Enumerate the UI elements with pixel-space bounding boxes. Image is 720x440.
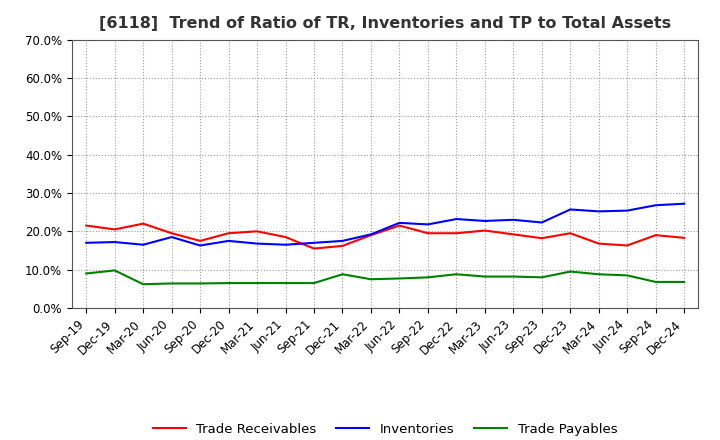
Inventories — [110, 239, 119, 245]
Line: Inventories: Inventories — [86, 204, 684, 246]
Trade Receivables — [595, 241, 603, 246]
Inventories — [452, 216, 461, 222]
Inventories — [366, 232, 375, 237]
Trade Receivables — [566, 231, 575, 236]
Trade Payables — [480, 274, 489, 279]
Trade Receivables — [366, 232, 375, 238]
Trade Receivables — [139, 221, 148, 226]
Inventories — [509, 217, 518, 223]
Legend: Trade Receivables, Inventories, Trade Payables: Trade Receivables, Inventories, Trade Pa… — [148, 418, 623, 440]
Trade Payables — [82, 271, 91, 276]
Inventories — [139, 242, 148, 247]
Trade Receivables — [480, 228, 489, 233]
Trade Receivables — [253, 229, 261, 234]
Trade Payables — [452, 271, 461, 277]
Inventories — [480, 218, 489, 224]
Trade Receivables — [110, 227, 119, 232]
Trade Receivables — [680, 235, 688, 241]
Trade Payables — [282, 280, 290, 286]
Trade Payables — [310, 280, 318, 286]
Inventories — [282, 242, 290, 247]
Trade Receivables — [509, 232, 518, 237]
Trade Payables — [595, 271, 603, 277]
Trade Payables — [366, 277, 375, 282]
Trade Payables — [196, 281, 204, 286]
Trade Payables — [566, 269, 575, 274]
Trade Payables — [338, 271, 347, 277]
Inventories — [652, 202, 660, 208]
Inventories — [423, 222, 432, 227]
Trade Receivables — [623, 243, 631, 248]
Inventories — [595, 209, 603, 214]
Trade Payables — [623, 273, 631, 278]
Trade Payables — [509, 274, 518, 279]
Inventories — [537, 220, 546, 225]
Trade Payables — [537, 275, 546, 280]
Trade Payables — [139, 282, 148, 287]
Inventories — [253, 241, 261, 246]
Title: [6118]  Trend of Ratio of TR, Inventories and TP to Total Assets: [6118] Trend of Ratio of TR, Inventories… — [99, 16, 671, 32]
Inventories — [167, 235, 176, 240]
Trade Receivables — [423, 231, 432, 236]
Inventories — [225, 238, 233, 244]
Trade Receivables — [167, 231, 176, 236]
Trade Receivables — [395, 223, 404, 228]
Inventories — [395, 220, 404, 226]
Trade Payables — [395, 276, 404, 281]
Line: Trade Payables: Trade Payables — [86, 271, 684, 284]
Trade Receivables — [225, 231, 233, 236]
Inventories — [623, 208, 631, 213]
Trade Receivables — [282, 235, 290, 240]
Trade Receivables — [537, 235, 546, 241]
Trade Receivables — [652, 232, 660, 238]
Inventories — [196, 243, 204, 248]
Trade Payables — [225, 280, 233, 286]
Inventories — [82, 240, 91, 246]
Inventories — [338, 238, 347, 244]
Trade Payables — [253, 280, 261, 286]
Trade Payables — [167, 281, 176, 286]
Trade Receivables — [310, 246, 318, 251]
Trade Payables — [680, 279, 688, 285]
Trade Payables — [423, 275, 432, 280]
Trade Receivables — [338, 243, 347, 249]
Inventories — [680, 201, 688, 206]
Inventories — [310, 240, 318, 246]
Line: Trade Receivables: Trade Receivables — [86, 224, 684, 249]
Trade Receivables — [82, 223, 91, 228]
Inventories — [566, 207, 575, 212]
Trade Payables — [110, 268, 119, 273]
Trade Receivables — [196, 238, 204, 244]
Trade Payables — [652, 279, 660, 285]
Trade Receivables — [452, 231, 461, 236]
